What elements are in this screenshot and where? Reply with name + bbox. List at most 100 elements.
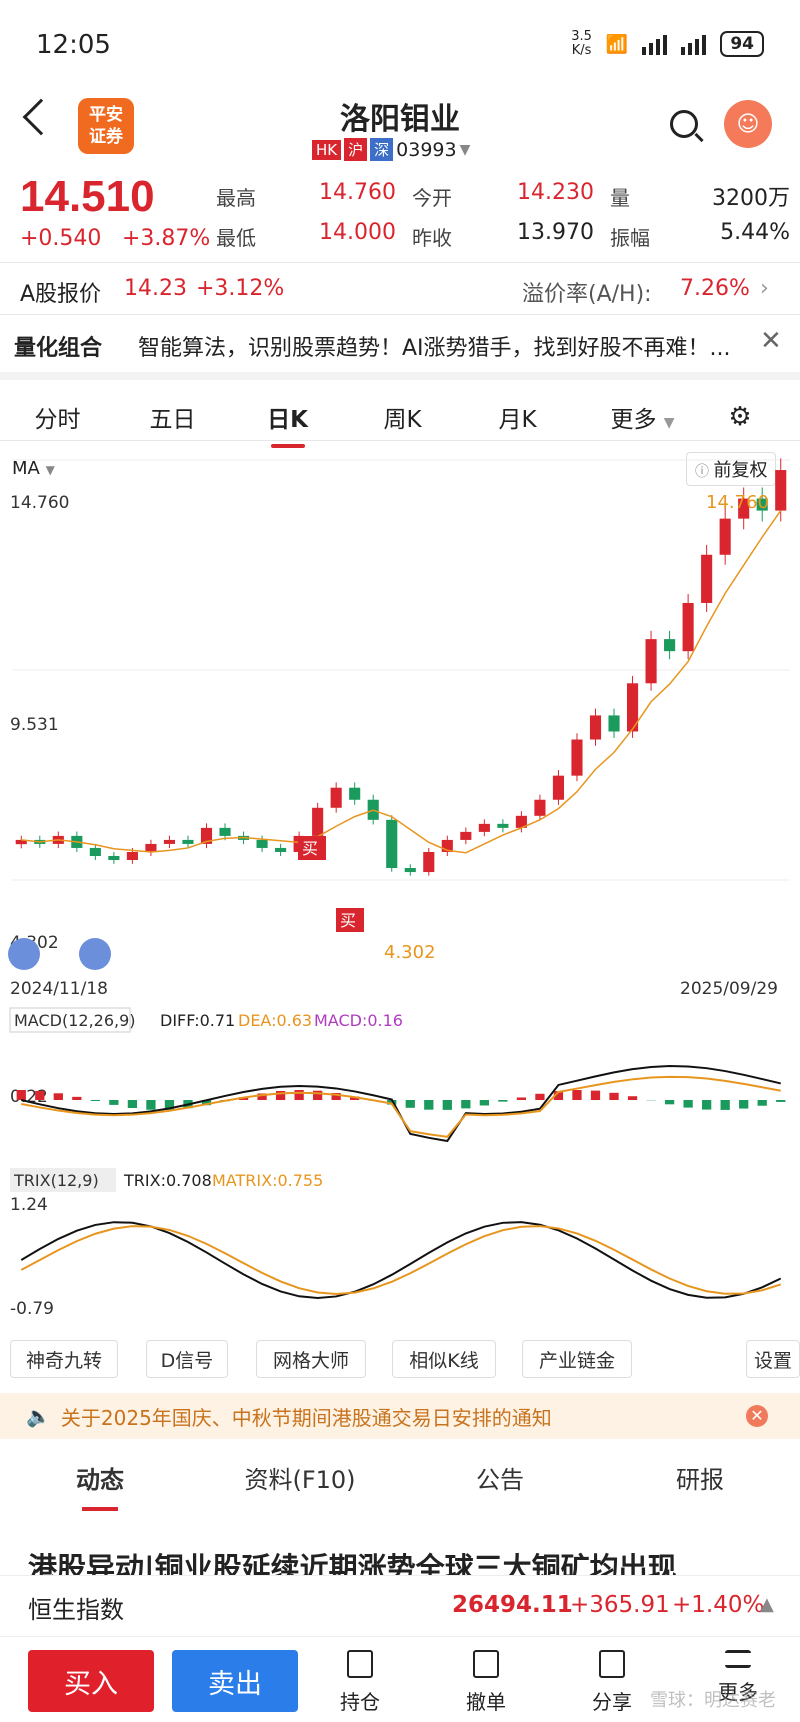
macd-bar — [516, 1097, 527, 1100]
notice-bar[interactable]: 🔈 关于2025年国庆、中秋节期间港股通交易日安排的通知 ✕ — [0, 1393, 800, 1439]
menu-icon — [725, 1650, 751, 1668]
candle — [441, 839, 453, 852]
tab-monthly-k[interactable]: 月K — [498, 407, 537, 433]
macd-bar — [35, 1090, 45, 1100]
nav-positions[interactable]: 持仓 — [320, 1650, 400, 1715]
macd-bar — [313, 1090, 323, 1100]
candle — [330, 787, 342, 808]
search-icon[interactable] — [670, 110, 698, 138]
candle — [534, 799, 546, 816]
high-value: 14.760 — [319, 180, 396, 205]
ashare-pct: +3.12% — [196, 276, 285, 301]
news-headline[interactable]: 港股异动|铜业股延续近期涨势全球三大铜矿均出现 — [28, 1551, 677, 1575]
low-annotation: 4.302 — [384, 942, 436, 963]
trix-top: 1.24 — [10, 1195, 48, 1215]
broker-logo: 平安 证券 — [78, 98, 134, 154]
macd-bar — [572, 1090, 582, 1100]
section-gap — [0, 372, 800, 380]
tab-announcements[interactable]: 公告 — [476, 1466, 524, 1494]
candle — [775, 470, 787, 511]
tag-hk: HK — [312, 139, 342, 160]
nav-more[interactable]: 更多 — [698, 1650, 778, 1705]
divider — [0, 440, 800, 441]
candle — [108, 855, 120, 860]
trix-selector[interactable] — [10, 1168, 116, 1192]
candle — [701, 554, 713, 603]
candle — [756, 498, 768, 511]
buy-signal-marker[interactable] — [298, 836, 326, 860]
ashare-price: 14.23 — [124, 276, 187, 301]
chevron-right-icon[interactable]: › — [760, 276, 769, 301]
macd-bar — [553, 1091, 564, 1100]
gear-icon[interactable]: ⚙ — [728, 402, 752, 432]
close-icon[interactable]: ✕ — [760, 326, 782, 356]
share-icon — [599, 1650, 625, 1678]
prev-close-label: 昨收 — [412, 226, 452, 250]
index-bar[interactable] — [0, 1575, 800, 1635]
open-label: 今开 — [412, 186, 452, 210]
promo-text[interactable]: 智能算法，识别股票趋势！AI涨势猎手，找到好股不再难！... — [138, 336, 731, 361]
expand-left-icon[interactable] — [8, 938, 40, 970]
tab-research[interactable]: 研报 — [676, 1466, 724, 1494]
macd-bar — [627, 1096, 638, 1100]
trix-label: TRIX(12,9) — [13, 1171, 99, 1190]
tool-magic-nine[interactable]: 神奇九转 — [10, 1340, 118, 1378]
macd-bar — [72, 1096, 82, 1100]
nav-share[interactable]: 分享 — [572, 1650, 652, 1715]
candle — [349, 787, 361, 800]
tool-similar-k[interactable]: 相似K线 — [392, 1340, 496, 1378]
divider — [0, 262, 800, 263]
prev-close-value: 13.970 — [517, 220, 594, 245]
buy-signal-label: 买 — [302, 839, 318, 858]
tab-news[interactable]: 动态 — [0, 1460, 200, 1511]
ma-selector[interactable]: MA ▼ — [12, 458, 55, 479]
sell-button[interactable]: 卖出 — [172, 1650, 298, 1712]
macd-bar — [127, 1100, 138, 1109]
info-icon: ⓘ — [695, 464, 714, 480]
buy-button[interactable]: 买入 — [28, 1650, 154, 1712]
macd-selector[interactable] — [9, 1007, 131, 1033]
ashare-label: A股报价 — [20, 282, 102, 307]
tab-intraday[interactable]: 分时 — [34, 407, 81, 433]
candle — [163, 839, 176, 844]
tab-f10[interactable]: 资料(F10) — [244, 1466, 356, 1494]
chevron-up-icon[interactable]: ▲ — [760, 1594, 774, 1615]
macd-bar — [776, 1100, 786, 1102]
avatar[interactable]: ☺ — [724, 100, 772, 148]
fullscreen-icon[interactable] — [79, 938, 111, 970]
tool-d-signal[interactable]: D信号 — [146, 1340, 228, 1378]
candle — [460, 831, 472, 840]
chevron-down-icon: ▼ — [663, 415, 675, 431]
battery-icon: 94 — [720, 31, 764, 57]
tab-weekly-k[interactable]: 周K — [383, 407, 422, 433]
macd-bar — [201, 1100, 212, 1106]
macd-bar — [590, 1090, 601, 1100]
signal-icon-2 — [681, 33, 707, 55]
stock-code: 03993 — [396, 138, 457, 161]
tab-5day[interactable]: 五日 — [149, 407, 196, 433]
price-change: +0.540 — [20, 226, 102, 251]
promo-title[interactable]: 量化组合 — [14, 336, 103, 361]
macd-bar — [683, 1100, 693, 1108]
active-tab-indicator — [270, 444, 305, 448]
macd-bar — [757, 1100, 767, 1106]
watermark: 雪球：明达赛老 — [650, 1690, 776, 1711]
tab-daily-k[interactable]: 日K — [230, 400, 345, 448]
stock-code-row[interactable]: HK 沪 深 03993 ▼ — [312, 138, 470, 161]
buy-signal-marker[interactable] — [336, 908, 364, 932]
status-time: 12:05 — [36, 30, 111, 60]
candle — [608, 715, 620, 732]
nav-cancel[interactable]: 撤单 — [446, 1650, 526, 1715]
tool-industry-chain[interactable]: 产业链金 — [522, 1340, 632, 1378]
macd-bar — [90, 1100, 100, 1101]
restore-button[interactable]: ⓘ 前复权 — [686, 452, 777, 486]
macd-bar — [498, 1100, 508, 1102]
tool-grid-master[interactable]: 网格大师 — [256, 1340, 366, 1378]
close-icon[interactable]: ✕ — [746, 1405, 768, 1427]
candle — [423, 851, 435, 873]
macd-macd: MACD:0.16 — [314, 1011, 403, 1030]
tool-settings[interactable]: 设置 — [746, 1340, 800, 1378]
tab-more[interactable]: 更多 ▼ — [610, 407, 675, 433]
macd-bar — [535, 1093, 545, 1100]
kline-chart[interactable]: 14.760 9.531 4.302 14.760 4.302 买 买 2024… — [0, 440, 800, 1340]
